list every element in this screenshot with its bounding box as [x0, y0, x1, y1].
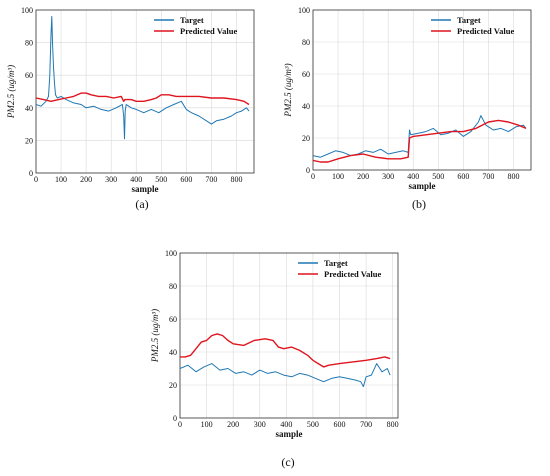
- y-tick-label: 20: [169, 381, 177, 390]
- x-tick-label: 0: [178, 420, 182, 429]
- x-tick-label: 300: [105, 175, 117, 184]
- x-tick-label: 100: [332, 172, 344, 181]
- legend-entry: Predicted Value: [457, 26, 514, 36]
- plot-frame: [179, 252, 399, 419]
- series-line-predicted: [35, 92, 250, 106]
- x-tick-label: 0: [34, 175, 38, 184]
- y-axis-label: PM2.5 (ug/m³): [150, 309, 160, 363]
- x-tick-label: 800: [387, 420, 399, 429]
- legend-entry: Target: [457, 15, 481, 25]
- x-tick-label: 300: [382, 172, 394, 181]
- y-tick-label: 100: [21, 6, 33, 15]
- legend-entry: Predicted Value: [324, 269, 381, 279]
- y-tick-label: 20: [25, 136, 33, 145]
- plot-frame: [35, 9, 255, 174]
- x-tick-label: 200: [357, 172, 369, 181]
- x-tick-label: 500: [155, 175, 167, 184]
- y-tick-label: 60: [169, 315, 177, 324]
- legend-entry: Predicted Value: [180, 26, 237, 36]
- x-tick-label: 800: [230, 175, 242, 184]
- y-tick-label: 100: [165, 249, 177, 258]
- chart-panel-a: 0 100 200 300 400 500 600 700 800 0 20 40 60 80 100 sam…: [6, 6, 255, 211]
- y-tick-label: 0: [29, 169, 33, 178]
- x-tick-label: 400: [130, 175, 142, 184]
- panel-label: (c): [281, 455, 294, 469]
- y-tick-label: 80: [302, 38, 310, 47]
- y-tick-label: 20: [302, 134, 310, 143]
- x-tick-label: 800: [507, 172, 519, 181]
- x-tick-label: 700: [205, 175, 217, 184]
- x-axis-label: sample: [409, 181, 436, 191]
- y-tick-label: 0: [173, 414, 177, 423]
- x-tick-label: 400: [280, 420, 292, 429]
- x-tick-label: 200: [227, 420, 239, 429]
- series-line-target: [312, 115, 527, 158]
- panel-label: (a): [135, 197, 148, 211]
- x-tick-label: 700: [360, 420, 372, 429]
- x-tick-label: 300: [254, 420, 266, 429]
- y-tick-label: 0: [306, 166, 310, 175]
- y-tick-label: 60: [25, 71, 33, 80]
- x-tick-label: 700: [482, 172, 494, 181]
- y-axis-label: PM2.5 (ug/m³): [6, 65, 16, 119]
- x-tick-label: 400: [407, 172, 419, 181]
- y-tick-label: 40: [302, 102, 310, 111]
- series-line-target: [179, 363, 391, 388]
- chart-panel-c: 0 100 200 300 400 500 600 700 800 0 20 40 60 80 100 sam…: [150, 249, 399, 469]
- x-tick-label: 100: [201, 420, 213, 429]
- x-axis-label: sample: [276, 429, 303, 439]
- x-tick-label: 600: [180, 175, 192, 184]
- y-tick-label: 80: [25, 39, 33, 48]
- y-tick-label: 40: [169, 348, 177, 357]
- x-tick-label: 500: [307, 420, 319, 429]
- x-tick-label: 200: [80, 175, 92, 184]
- series-line-predicted: [312, 119, 527, 163]
- plot-frame: [312, 9, 532, 171]
- x-tick-label: 0: [311, 172, 315, 181]
- y-tick-label: 60: [302, 70, 310, 79]
- x-axis-label: sample: [132, 184, 159, 194]
- series-line-target: [35, 16, 250, 140]
- legend-entry: Target: [324, 258, 348, 268]
- y-tick-label: 100: [298, 6, 310, 15]
- series-line-predicted: [180, 333, 391, 368]
- y-axis-label: PM2.5 (ug/m³): [283, 63, 293, 117]
- x-tick-label: 100: [55, 175, 67, 184]
- x-tick-label: 500: [432, 172, 444, 181]
- x-tick-label: 600: [334, 420, 346, 429]
- y-tick-label: 40: [25, 104, 33, 113]
- y-tick-label: 80: [169, 282, 177, 291]
- chart-panel-b: 0 100 200 300 400 500 600 700 800 0 20 40 60 80 100 sam…: [283, 6, 532, 211]
- panel-label: (b): [412, 197, 426, 211]
- legend-entry: Target: [180, 15, 204, 25]
- x-tick-label: 600: [457, 172, 469, 181]
